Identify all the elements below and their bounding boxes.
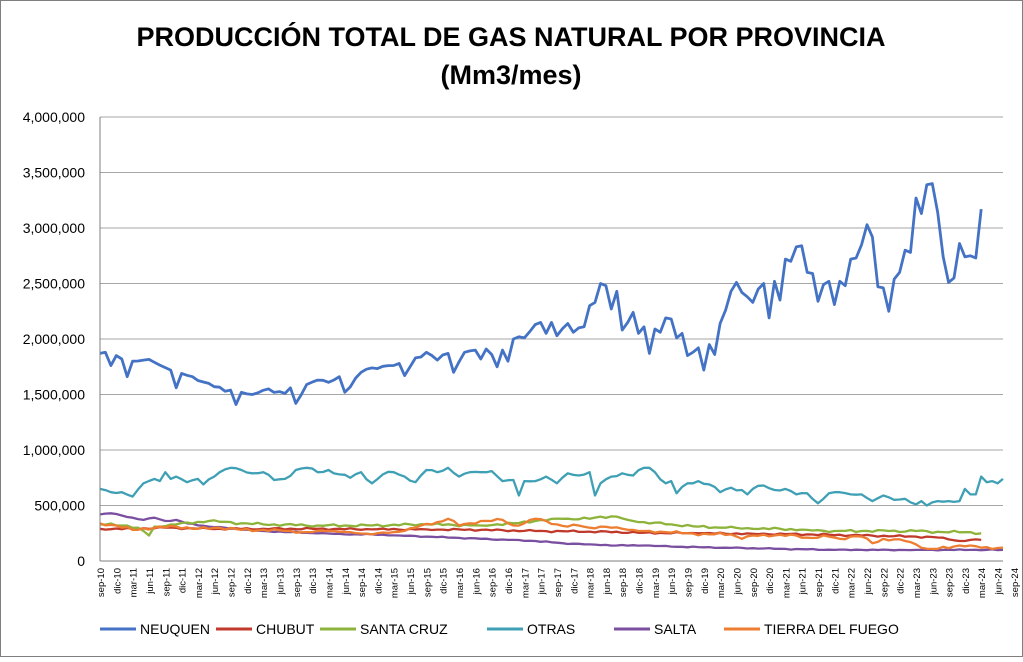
y-tick-label: 3,000,000: [23, 220, 85, 236]
legend-label: SALTA: [654, 621, 697, 637]
x-tick-label: dic-18: [635, 568, 646, 594]
x-tick-label: mar-21: [781, 568, 792, 598]
x-tick-label: sep-16: [488, 568, 499, 597]
x-tick-label: jun-12: [210, 568, 221, 595]
chart-subtitle: (Mm3/mes): [440, 60, 581, 90]
x-tick-label: mar-14: [324, 568, 335, 598]
x-tick-label: jun-22: [863, 568, 874, 595]
x-tick-label: dic-14: [373, 568, 384, 594]
x-tick-label: sep-11: [161, 568, 172, 596]
x-tick-label: sep-19: [683, 568, 694, 597]
x-tick-label: dic-11: [178, 568, 189, 593]
x-tick-label: sep-21: [814, 568, 825, 597]
x-tick-label: dic-23: [961, 568, 972, 594]
x-tick-label: jun-18: [602, 568, 613, 595]
y-tick-label: 1,000,000: [23, 442, 85, 458]
x-tick-label: dic-12: [243, 568, 254, 594]
y-axis-tick-labels: 0 500,000 1,000,000 1,500,000 2,000,000 2,500…: [23, 109, 86, 569]
x-tick-label: sep-17: [553, 568, 564, 597]
x-tick-label: mar-11: [129, 568, 140, 597]
x-tick-label: sep-14: [357, 568, 368, 597]
legend-label: CHUBUT: [256, 621, 315, 637]
x-tick-label: jun-24: [994, 568, 1005, 595]
x-tick-label: dic-22: [896, 568, 907, 594]
x-tick-label: jun-23: [928, 568, 939, 595]
x-tick-label: jun-16: [471, 568, 482, 595]
axes: [99, 117, 1003, 562]
x-tick-label: dic-13: [308, 568, 319, 594]
x-tick-label: jun-11: [145, 568, 156, 595]
x-tick-label: sep-20: [749, 568, 760, 597]
x-axis-tick-labels: sep-10 dic-10 mar-11 jun-11 sep-11 dic-11 mar-…: [96, 568, 1021, 598]
x-tick-label: dic-20: [765, 568, 776, 594]
y-tick-label: 2,500,000: [23, 276, 85, 292]
legend: NEUQUEN CHUBUT SANTA CRUZ OTRAS SALTA TIERRA …: [100, 621, 899, 637]
legend-item-otras: OTRAS: [487, 621, 575, 637]
x-tick-label: mar-13: [259, 568, 270, 598]
y-tick-label: 0: [77, 553, 85, 569]
legend-item-santa-cruz: SANTA CRUZ: [320, 621, 448, 637]
x-tick-label: mar-18: [586, 568, 597, 598]
x-tick-label: jun-13: [276, 568, 287, 595]
x-tick-label: sep-13: [292, 568, 303, 597]
legend-label: NEUQUEN: [140, 621, 210, 637]
x-tick-label: dic-10: [112, 568, 123, 594]
x-tick-label: jun-21: [798, 568, 809, 595]
x-tick-label: dic-16: [504, 568, 515, 594]
legend-label: TIERRA DEL FUEGO: [764, 621, 899, 637]
x-tick-label: sep-10: [96, 568, 107, 597]
x-tick-label: sep-24: [1010, 568, 1021, 597]
x-tick-label: dic-15: [439, 568, 450, 594]
x-tick-label: jun-20: [732, 568, 743, 595]
x-tick-label: jun-15: [406, 568, 417, 595]
chart-title: PRODUCCIÓN TOTAL DE GAS NATURAL POR PROV…: [136, 21, 885, 52]
x-tick-label: mar-17: [520, 568, 531, 598]
x-tick-label: dic-17: [569, 568, 580, 594]
y-tick-label: 4,000,000: [23, 109, 85, 125]
x-tick-label: mar-19: [651, 568, 662, 598]
x-tick-label: jun-17: [537, 568, 548, 595]
x-tick-label: sep-18: [618, 568, 629, 597]
x-tick-label: mar-20: [716, 568, 727, 598]
series-line-neuquen: [99, 182, 983, 406]
x-tick-label: mar-22: [847, 568, 858, 598]
y-tick-label: 2,000,000: [23, 331, 85, 347]
series-lines: [99, 182, 1004, 552]
x-tick-label: sep-23: [945, 568, 956, 597]
x-tick-label: mar-23: [912, 568, 923, 598]
y-tick-label: 1,500,000: [23, 387, 85, 403]
legend-item-salta: SALTA: [614, 621, 697, 637]
x-tick-label: mar-12: [194, 568, 205, 598]
x-tick-label: mar-24: [977, 568, 988, 598]
y-tick-label: 3,500,000: [23, 165, 85, 181]
x-tick-label: jun-19: [667, 568, 678, 595]
legend-label: OTRAS: [527, 621, 575, 637]
legend-item-chubut: CHUBUT: [216, 621, 315, 637]
legend-item-neuquen: NEUQUEN: [100, 621, 210, 637]
x-tick-label: sep-12: [227, 568, 238, 597]
x-tick-label: mar-15: [390, 568, 401, 598]
legend-item-tierra-del-fuego: TIERRA DEL FUEGO: [724, 621, 899, 637]
x-tick-label: dic-19: [700, 568, 711, 594]
series-line-tierra-del-fuego: [99, 517, 1004, 551]
x-tick-label: sep-22: [879, 568, 890, 597]
series-line-otras: [99, 466, 1004, 507]
y-tick-label: 500,000: [34, 498, 85, 514]
x-tick-label: jun-14: [341, 568, 352, 595]
legend-label: SANTA CRUZ: [360, 621, 448, 637]
x-tick-label: sep-15: [422, 568, 433, 597]
x-tick-label: mar-16: [455, 568, 466, 598]
x-tick-label: dic-21: [830, 568, 841, 594]
